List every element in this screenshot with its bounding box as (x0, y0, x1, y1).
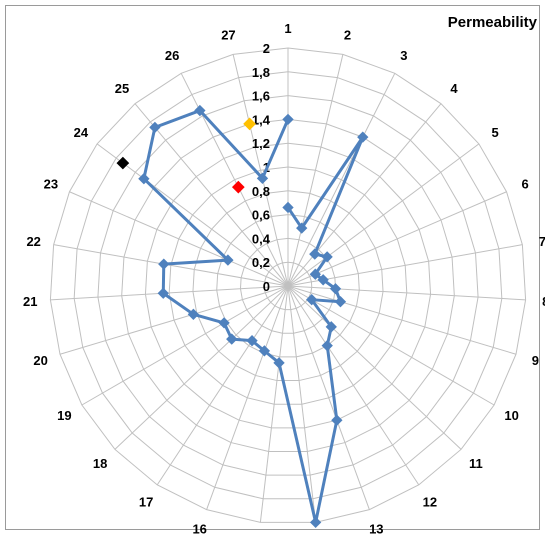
highlight-point (243, 117, 256, 131)
r-tick-label: 0,8 (252, 184, 270, 199)
grid-spoke (287, 73, 396, 287)
data-point (309, 268, 321, 280)
r-tick-label: 1,8 (252, 65, 270, 80)
category-label: 7 (539, 234, 545, 249)
grid-ring (97, 95, 479, 476)
category-label: 12 (423, 495, 437, 510)
category-label: 5 (492, 125, 499, 140)
category-label: 13 (369, 522, 383, 535)
data-point (187, 308, 200, 320)
r-tick-label: 1,4 (252, 112, 271, 127)
grid-spoke (206, 285, 289, 510)
data-point (296, 222, 308, 234)
grid-spoke (287, 285, 526, 301)
category-label: 25 (115, 81, 129, 96)
grid-spoke (287, 285, 462, 450)
category-label: 2 (344, 28, 351, 43)
grid-spoke (50, 285, 289, 301)
category-label: 18 (93, 456, 107, 471)
r-tick-label: 1,6 (252, 89, 270, 104)
grid-ring (263, 261, 313, 311)
category-label: 17 (139, 495, 153, 510)
category-label: 20 (33, 353, 47, 368)
grid-spoke (114, 285, 289, 450)
chart-title: Permeability (447, 14, 537, 31)
data-point (246, 335, 258, 347)
grid-spoke (287, 143, 480, 287)
grid-ring (49, 47, 527, 523)
r-tick-label: 0 (263, 279, 270, 294)
category-label: 23 (44, 177, 58, 192)
data-point (226, 333, 238, 345)
grid-spoke (287, 54, 344, 287)
category-label: 26 (165, 48, 179, 63)
category-label: 3 (400, 48, 407, 63)
grid-ring (216, 214, 360, 358)
grid-spoke (59, 285, 289, 355)
category-label: 16 (192, 522, 206, 535)
grid-ring (239, 237, 337, 334)
grid-spoke (53, 244, 289, 287)
category-label: 19 (57, 408, 71, 423)
grid-spoke (232, 54, 289, 287)
data-point (331, 414, 343, 426)
category-label: 24 (74, 125, 89, 140)
data-point (258, 345, 271, 357)
grid-spoke (156, 285, 289, 486)
data-point (306, 294, 318, 306)
grid-spoke (287, 191, 507, 287)
data-point (282, 113, 294, 126)
data-point (218, 317, 230, 329)
grid-spoke (69, 191, 289, 287)
category-label: 27 (221, 28, 235, 43)
grid-spoke (287, 285, 517, 355)
series-line (142, 109, 365, 524)
data-point (273, 357, 285, 369)
category-label: 21 (23, 294, 37, 309)
data-point (138, 173, 150, 185)
grid-spoke (259, 285, 289, 523)
data-point (157, 287, 169, 299)
r-tick-label: 0,2 (252, 255, 270, 270)
data-point (329, 283, 342, 295)
grid-spoke (134, 103, 289, 287)
category-label: 4 (450, 81, 458, 96)
category-label: 9 (532, 353, 539, 368)
category-label: 22 (26, 234, 40, 249)
r-tick-label: 0,6 (252, 208, 270, 223)
grid-ring (121, 118, 455, 452)
grid-spoke (81, 285, 289, 406)
grid-spoke (287, 285, 495, 406)
grid-spoke (287, 103, 442, 287)
grid-spoke (180, 73, 289, 287)
r-tick-label: 1,2 (252, 136, 270, 151)
data-point (321, 339, 333, 352)
category-label: 8 (542, 294, 545, 309)
data-point (357, 131, 369, 143)
grid-spoke (287, 285, 317, 523)
category-label: 1 (284, 21, 291, 36)
data-point (256, 172, 269, 184)
data-point (317, 274, 329, 286)
data-point (309, 516, 322, 529)
highlight-point (116, 156, 130, 170)
grid-spoke (287, 285, 370, 510)
grid-ring (73, 71, 503, 500)
r-tick-label: 2 (263, 41, 270, 56)
category-label: 10 (504, 408, 518, 423)
data-point (334, 296, 347, 308)
grid-ring (144, 142, 432, 429)
category-label: 11 (469, 456, 483, 471)
data-point (309, 248, 321, 260)
data-point (222, 254, 234, 266)
data-point (282, 201, 294, 214)
category-label: 6 (521, 177, 528, 192)
data-point (325, 321, 337, 333)
grid-spoke (287, 285, 420, 486)
r-tick-label: 0,4 (252, 231, 271, 246)
highlight-point (231, 180, 245, 194)
data-point (158, 258, 170, 270)
grid-spoke (96, 143, 289, 287)
